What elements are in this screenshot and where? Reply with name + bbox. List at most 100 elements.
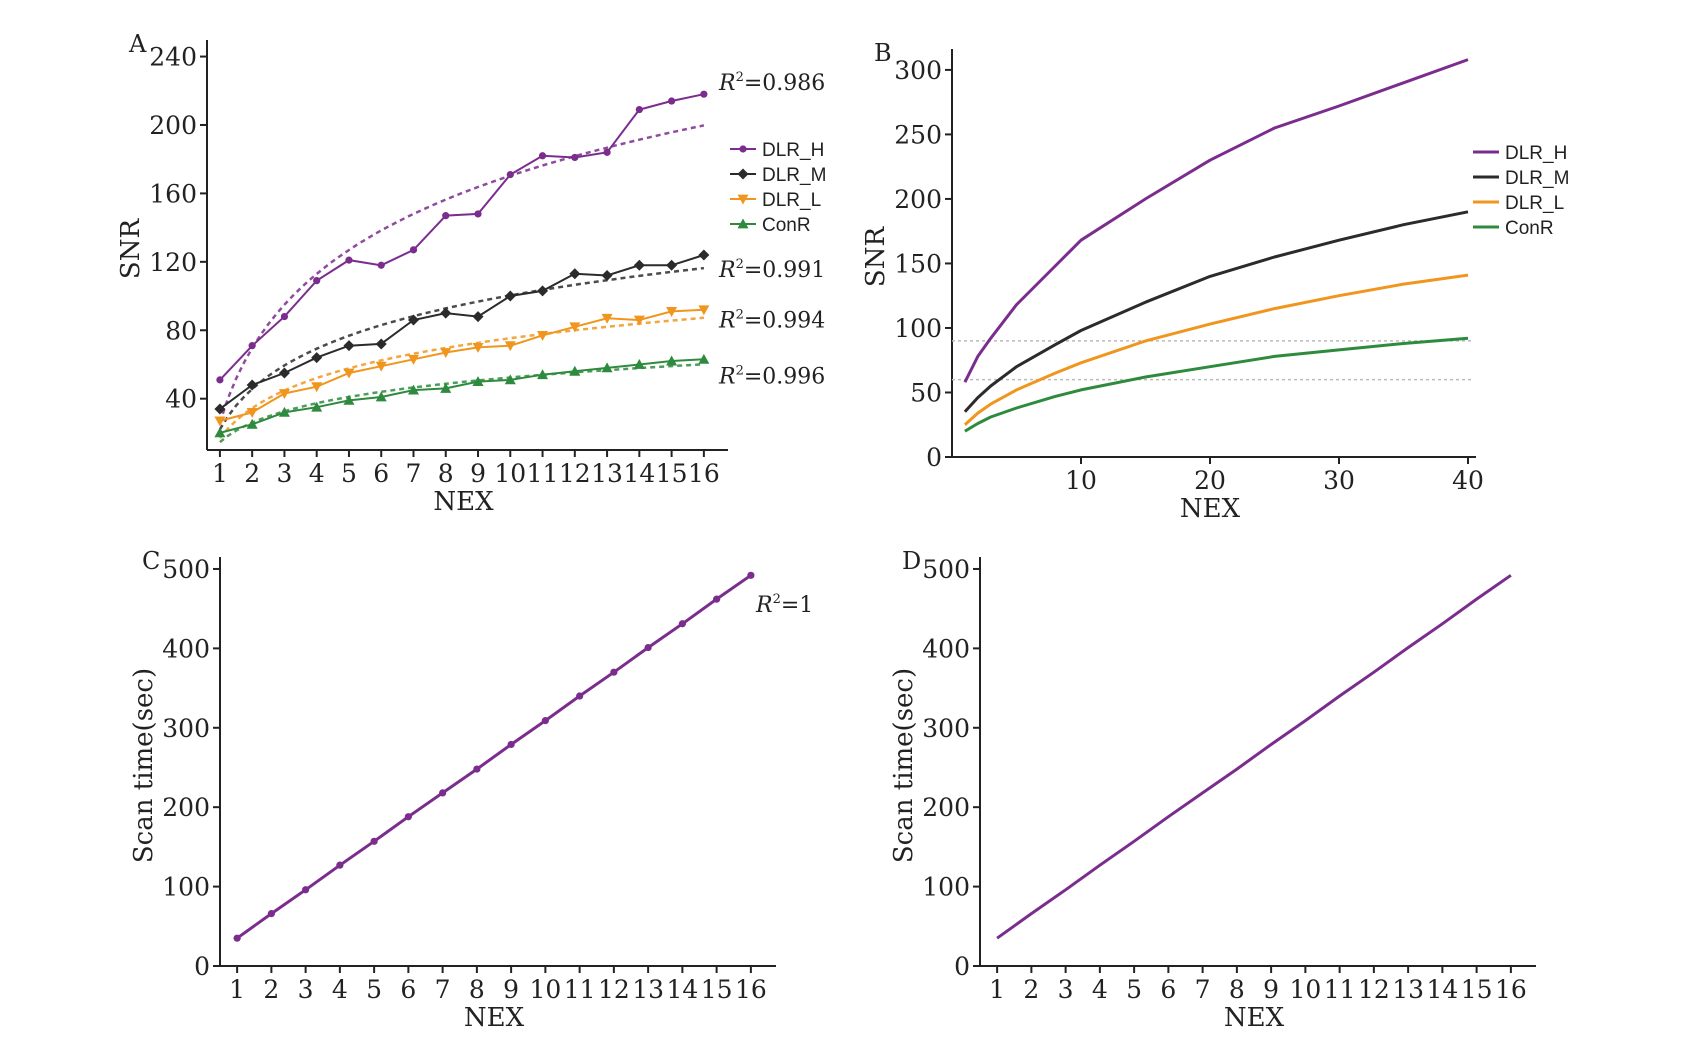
x-tick-label: 11 [1324,975,1356,1004]
data-point [569,365,581,376]
data-point [666,307,678,317]
legend-marker [737,218,749,229]
y-tick-label: 150 [894,249,942,278]
data-point [280,312,289,321]
y-tick-label: 500 [922,555,970,584]
series-line [219,254,705,410]
series-line-DLR_L [963,273,1469,426]
y-tick-label: 400 [922,634,970,663]
series-DLR_H: R2=0.986 [216,70,825,423]
legend-label: DLR_M [762,165,826,186]
series-line [219,308,704,422]
y-tick-label: 160 [149,179,197,208]
data-point [375,361,387,372]
x-axis-title: NEX [464,1003,525,1033]
data-point [569,322,581,333]
data-point [409,246,418,254]
y-axis-title: SNR [116,218,146,280]
panel-letter: C [142,547,160,575]
y-tick-label: 500 [162,555,210,584]
x-tick-label: 12 [598,975,630,1004]
data-point [336,861,344,869]
trend-line [219,363,704,444]
series-line-ConR [964,336,1469,433]
data-point [747,571,755,579]
data-point [698,249,710,261]
data-point [601,362,613,373]
legend-marker [737,194,749,205]
y-tick-label: 400 [162,634,210,663]
x-tick-label: 8 [469,975,485,1004]
x-tick-label: 16 [735,975,767,1004]
r2-label: R2=0.986 [718,70,825,96]
data-point [473,765,481,773]
y-tick-label: 100 [922,873,970,902]
data-point [700,90,708,98]
x-tick-label: 12 [559,459,591,488]
y-tick-label: 120 [149,248,197,277]
r2-label: R2=1 [755,592,813,618]
x-tick-label: 9 [470,459,486,488]
panel-letter: D [902,547,921,575]
data-point [214,416,226,427]
data-point [439,789,447,797]
data-point [666,355,678,366]
y-axis-title: SNR [861,226,891,288]
data-point [246,379,258,391]
x-tick-label: 7 [406,459,422,488]
x-tick-label: 3 [298,975,314,1004]
y-tick-label: 0 [954,952,970,981]
x-tick-label: 13 [1392,975,1424,1004]
data-point [313,277,321,285]
y-tick-label: 300 [162,714,210,743]
data-point [407,354,419,365]
data-point [576,692,584,700]
data-point [311,401,323,412]
legend-label: DLR_H [1505,143,1567,164]
data-point [633,259,645,271]
series-line-DLR_M [963,210,1469,413]
data-point [610,668,618,676]
x-tick-label: 4 [309,459,325,488]
data-point [571,153,579,162]
x-tick-label: 8 [438,459,454,488]
trend-line [218,316,705,440]
data-point [506,170,514,179]
r2-label: R2=0.996 [718,363,825,389]
y-tick-label: 240 [149,43,197,72]
x-tick-label: 8 [1229,975,1245,1004]
data-point [507,740,515,749]
data-point [440,307,452,319]
x-tick-label: 7 [435,975,451,1004]
x-tick-label: 16 [1495,975,1527,1004]
data-point [537,285,549,297]
x-tick-label: 12 [1358,975,1390,1004]
series-line [219,358,704,434]
x-tick-label: 1 [989,975,1005,1004]
x-tick-label: 20 [1194,466,1226,495]
x-tick-label: 3 [1058,975,1074,1004]
data-point [278,367,290,379]
series-line [996,574,1512,940]
x-axis-title: NEX [1224,1003,1285,1033]
data-point [713,595,721,603]
x-tick-label: 15 [701,975,733,1004]
data-point [541,717,549,725]
r2-value: 1 [799,593,813,618]
x-tick-label: 5 [1126,975,1142,1004]
data-point [635,105,643,114]
data-point [538,152,547,160]
data-point [678,620,686,628]
x-tick-label: 1 [229,975,245,1004]
data-point [246,418,258,429]
data-point [601,270,613,282]
x-tick-label: 10 [494,459,526,488]
data-point [472,342,484,353]
r2-value: 0.996 [762,364,825,389]
x-tick-label: 15 [1461,975,1493,1004]
y-tick-label: 0 [926,443,942,472]
x-tick-label: 2 [263,975,279,1004]
x-tick-label: 6 [373,459,389,488]
